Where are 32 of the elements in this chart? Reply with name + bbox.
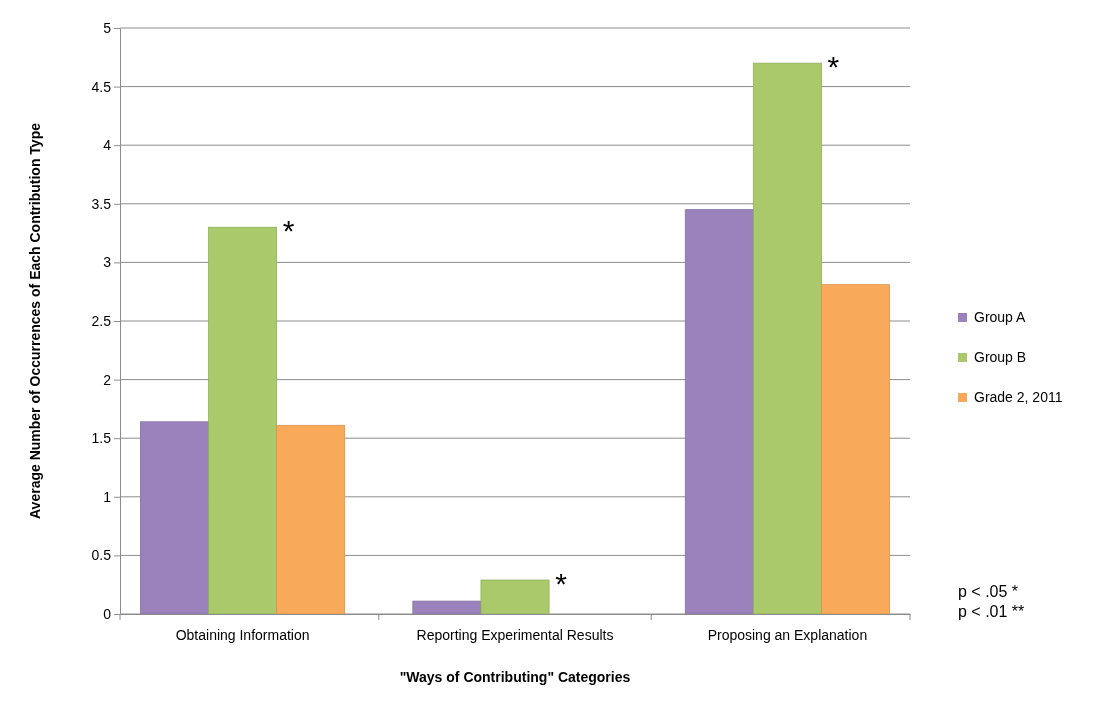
x-axis-title: "Ways of Contributing" Categories xyxy=(399,669,631,685)
legend-label: Group A xyxy=(974,309,1027,325)
y-tick-label: 3.5 xyxy=(91,195,112,212)
legend-label: Grade 2, 2011 xyxy=(974,389,1063,405)
y-tick-label: 4 xyxy=(103,137,112,154)
bar xyxy=(480,579,550,615)
y-tick-label: 0 xyxy=(103,605,112,622)
bar xyxy=(208,226,278,615)
bar xyxy=(684,209,754,615)
y-axis-title: Average Number of Occurrences of Each Contribution Type xyxy=(27,122,43,519)
bar xyxy=(276,424,346,615)
bar xyxy=(821,284,890,615)
bar xyxy=(752,62,822,615)
y-tick-label: 1.5 xyxy=(91,430,112,447)
y-tick-label: 5 xyxy=(103,19,112,36)
y-tick-label: 0.5 xyxy=(91,547,112,564)
y-tick-label: 4.5 xyxy=(91,78,112,95)
y-tick-label: 1 xyxy=(103,488,112,505)
legend-label: Group B xyxy=(974,349,1027,365)
y-tick-label: 2 xyxy=(103,371,112,388)
bar xyxy=(412,600,482,615)
y-tick-label: 3 xyxy=(103,254,112,271)
annotation: * xyxy=(282,214,295,248)
x-tick-label: Reporting Experimental Results xyxy=(416,626,614,643)
text: p < .01 ** xyxy=(958,603,1025,620)
x-tick-label: Obtaining Information xyxy=(175,626,310,643)
text: p < .05 * xyxy=(958,583,1019,600)
bar xyxy=(140,421,209,615)
annotation: * xyxy=(555,567,568,601)
y-tick-label: 2.5 xyxy=(91,312,112,329)
annotation: * xyxy=(827,50,840,84)
x-tick-label: Proposing an Explanation xyxy=(707,626,868,643)
